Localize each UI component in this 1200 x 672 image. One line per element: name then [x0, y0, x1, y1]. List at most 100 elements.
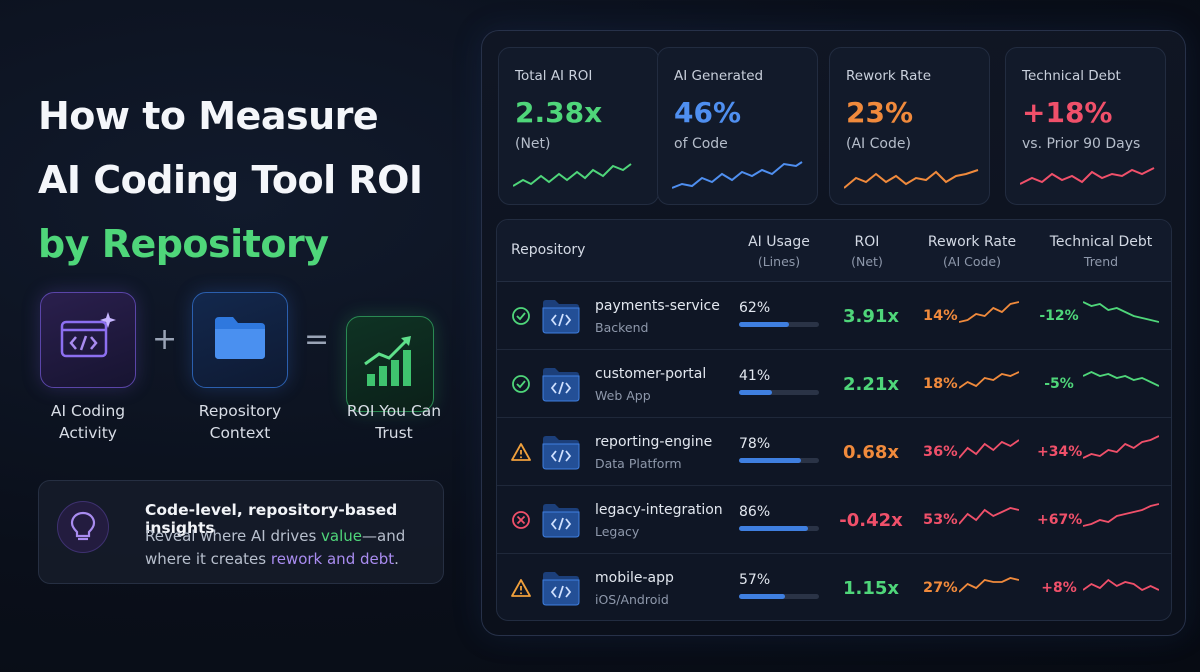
growth-chart-icon [361, 334, 419, 395]
kpi-sub: vs. Prior 90 Days [1022, 136, 1141, 152]
roi-card [346, 316, 434, 412]
kpi-label: Total AI ROI [515, 68, 593, 84]
ai-usage-bar [739, 594, 819, 599]
rework-rate-value: 18% [923, 376, 958, 392]
ai-usage-bar-fill [739, 390, 772, 395]
insight-title: Code-level, repository-based insights [145, 501, 398, 537]
roi-formula: + = AI Coding Activity Repository Contex… [38, 292, 448, 452]
repo-folder-icon [541, 433, 581, 471]
repository-table: Repository AI Usage (Lines) ROI (Net) Rewo… [496, 219, 1172, 621]
kpi-value: +18% [1022, 96, 1113, 129]
folder-icon [211, 313, 269, 367]
col-roi-label: ROI [854, 234, 880, 250]
repo-name[interactable]: customer-portal [595, 366, 707, 382]
repo-type: Backend [595, 320, 649, 335]
rework-sparkline [958, 577, 1020, 593]
kpi-card-technical-debt[interactable]: Technical Debt +18% vs. Prior 90 Days [1005, 47, 1166, 205]
kpi-card-ai-generated[interactable]: AI Generated 46% of Code [657, 47, 818, 205]
col-debt-sub: Trend [1083, 254, 1119, 269]
insight-callout: Code-level, repository-based insights Re… [38, 480, 444, 584]
ai-coding-card [40, 292, 136, 388]
roi-dashboard: Total AI ROI 2.38x (Net) AI Generated 46… [481, 30, 1186, 636]
repo-type: Web App [595, 388, 651, 403]
table-row[interactable]: legacy-integration Legacy 86% -0.42x 53% +67% [497, 486, 1171, 554]
rework-rate-value: 36% [923, 444, 958, 460]
repo-name[interactable]: payments-service [595, 298, 720, 314]
hero-title-line3: by Repository [38, 222, 329, 266]
table-row[interactable]: payments-service Backend 62% 3.91x 14% -12% [497, 282, 1171, 350]
col-roi[interactable]: ROI (Net) [831, 234, 903, 269]
repo-folder-icon [541, 501, 581, 539]
ai-usage-bar-fill [739, 526, 808, 531]
col-rework-rate[interactable]: Rework Rate (AI Code) [917, 234, 1027, 269]
table-row[interactable]: reporting-engine Data Platform 78% 0.68x 36%… [497, 418, 1171, 486]
repo-name[interactable]: reporting-engine [595, 434, 713, 450]
technical-debt-value: -12% [1039, 308, 1079, 324]
kpi-card-rework-rate[interactable]: Rework Rate 23% (AI Code) [829, 47, 990, 205]
rework-rate-value: 14% [923, 308, 958, 324]
kpi-value: 46% [674, 96, 742, 129]
kpi-card-total-roi[interactable]: Total AI ROI 2.38x (Net) [498, 47, 659, 205]
col-repository[interactable]: Repository [511, 242, 586, 258]
col-technical-debt[interactable]: Technical Debt Trend [1041, 234, 1161, 269]
repo-name[interactable]: legacy-integration [595, 502, 723, 518]
repo-name[interactable]: mobile-app [595, 570, 674, 586]
rework-sparkline [958, 439, 1020, 459]
lightbulb-icon [57, 501, 109, 553]
ai-usage-value: 62% [739, 300, 771, 316]
warning-icon [511, 578, 531, 598]
ai-usage-value: 86% [739, 504, 771, 520]
roi-value: -0.42x [839, 510, 903, 531]
rework-sparkline [958, 507, 1020, 525]
col-ai-usage-sub: (Lines) [757, 254, 801, 269]
hero-title-line1: How to Measure [38, 94, 379, 138]
ai-usage-bar [739, 526, 819, 531]
rework-sparkline [958, 371, 1020, 389]
ai-usage-bar [739, 322, 819, 327]
repository-card [192, 292, 288, 388]
plus-sign: + [152, 322, 178, 357]
technical-debt-value: -5% [1044, 376, 1074, 392]
insight-text: —and where it creates [145, 527, 406, 568]
repo-type: Legacy [595, 524, 640, 539]
roi-value: 3.91x [842, 306, 900, 327]
equals-sign: = [304, 322, 330, 357]
table-row[interactable]: customer-portal Web App 41% 2.21x 18% -5% [497, 350, 1171, 418]
check-icon [511, 306, 531, 326]
insight-value-highlight: value [321, 527, 363, 545]
ai-usage-bar-fill [739, 458, 802, 463]
ai-usage-bar [739, 390, 819, 395]
ai-usage-value: 57% [739, 572, 771, 588]
kpi-sparkline [672, 161, 803, 189]
ai-usage-value: 41% [739, 368, 771, 384]
warning-icon [511, 442, 531, 462]
table-header: Repository AI Usage (Lines) ROI (Net) Rewo… [497, 220, 1171, 282]
rework-rate-value: 53% [923, 512, 958, 528]
kpi-sparkline [1020, 167, 1155, 185]
roi-trust-label: ROI You Can Trust [346, 402, 442, 442]
debt-trend-sparkline [1082, 503, 1160, 527]
kpi-value: 2.38x [515, 96, 603, 129]
kpi-sub: of Code [674, 136, 728, 152]
kpi-sub: (AI Code) [846, 136, 911, 152]
ai-usage-bar [739, 458, 819, 463]
code-sparkle-icon [58, 310, 118, 370]
insight-text: Reveal where AI drives [145, 527, 322, 545]
repo-folder-icon [541, 365, 581, 403]
roi-value: 2.21x [842, 374, 900, 395]
col-debt-label: Technical Debt [1049, 234, 1153, 250]
kpi-label: AI Generated [674, 68, 764, 84]
ai-usage-bar-fill [739, 594, 785, 599]
insight-rework-highlight: rework and debt [270, 550, 395, 568]
col-rework-label: Rework Rate [927, 234, 1017, 250]
col-roi-sub: (Net) [851, 254, 883, 269]
kpi-sub: (Net) [515, 136, 551, 152]
insight-body: Reveal where AI drives value—and where i… [145, 525, 435, 571]
col-rework-sub: (AI Code) [943, 254, 1001, 269]
repo-folder-icon [541, 297, 581, 335]
hero-title-line2: AI Coding Tool ROI [38, 158, 423, 202]
technical-debt-value: +67% [1037, 512, 1083, 528]
insight-text: . [394, 550, 399, 568]
col-ai-usage[interactable]: AI Usage (Lines) [729, 234, 829, 269]
table-row[interactable]: mobile-app iOS/Android 57% 1.15x 27% +8% [497, 554, 1171, 620]
